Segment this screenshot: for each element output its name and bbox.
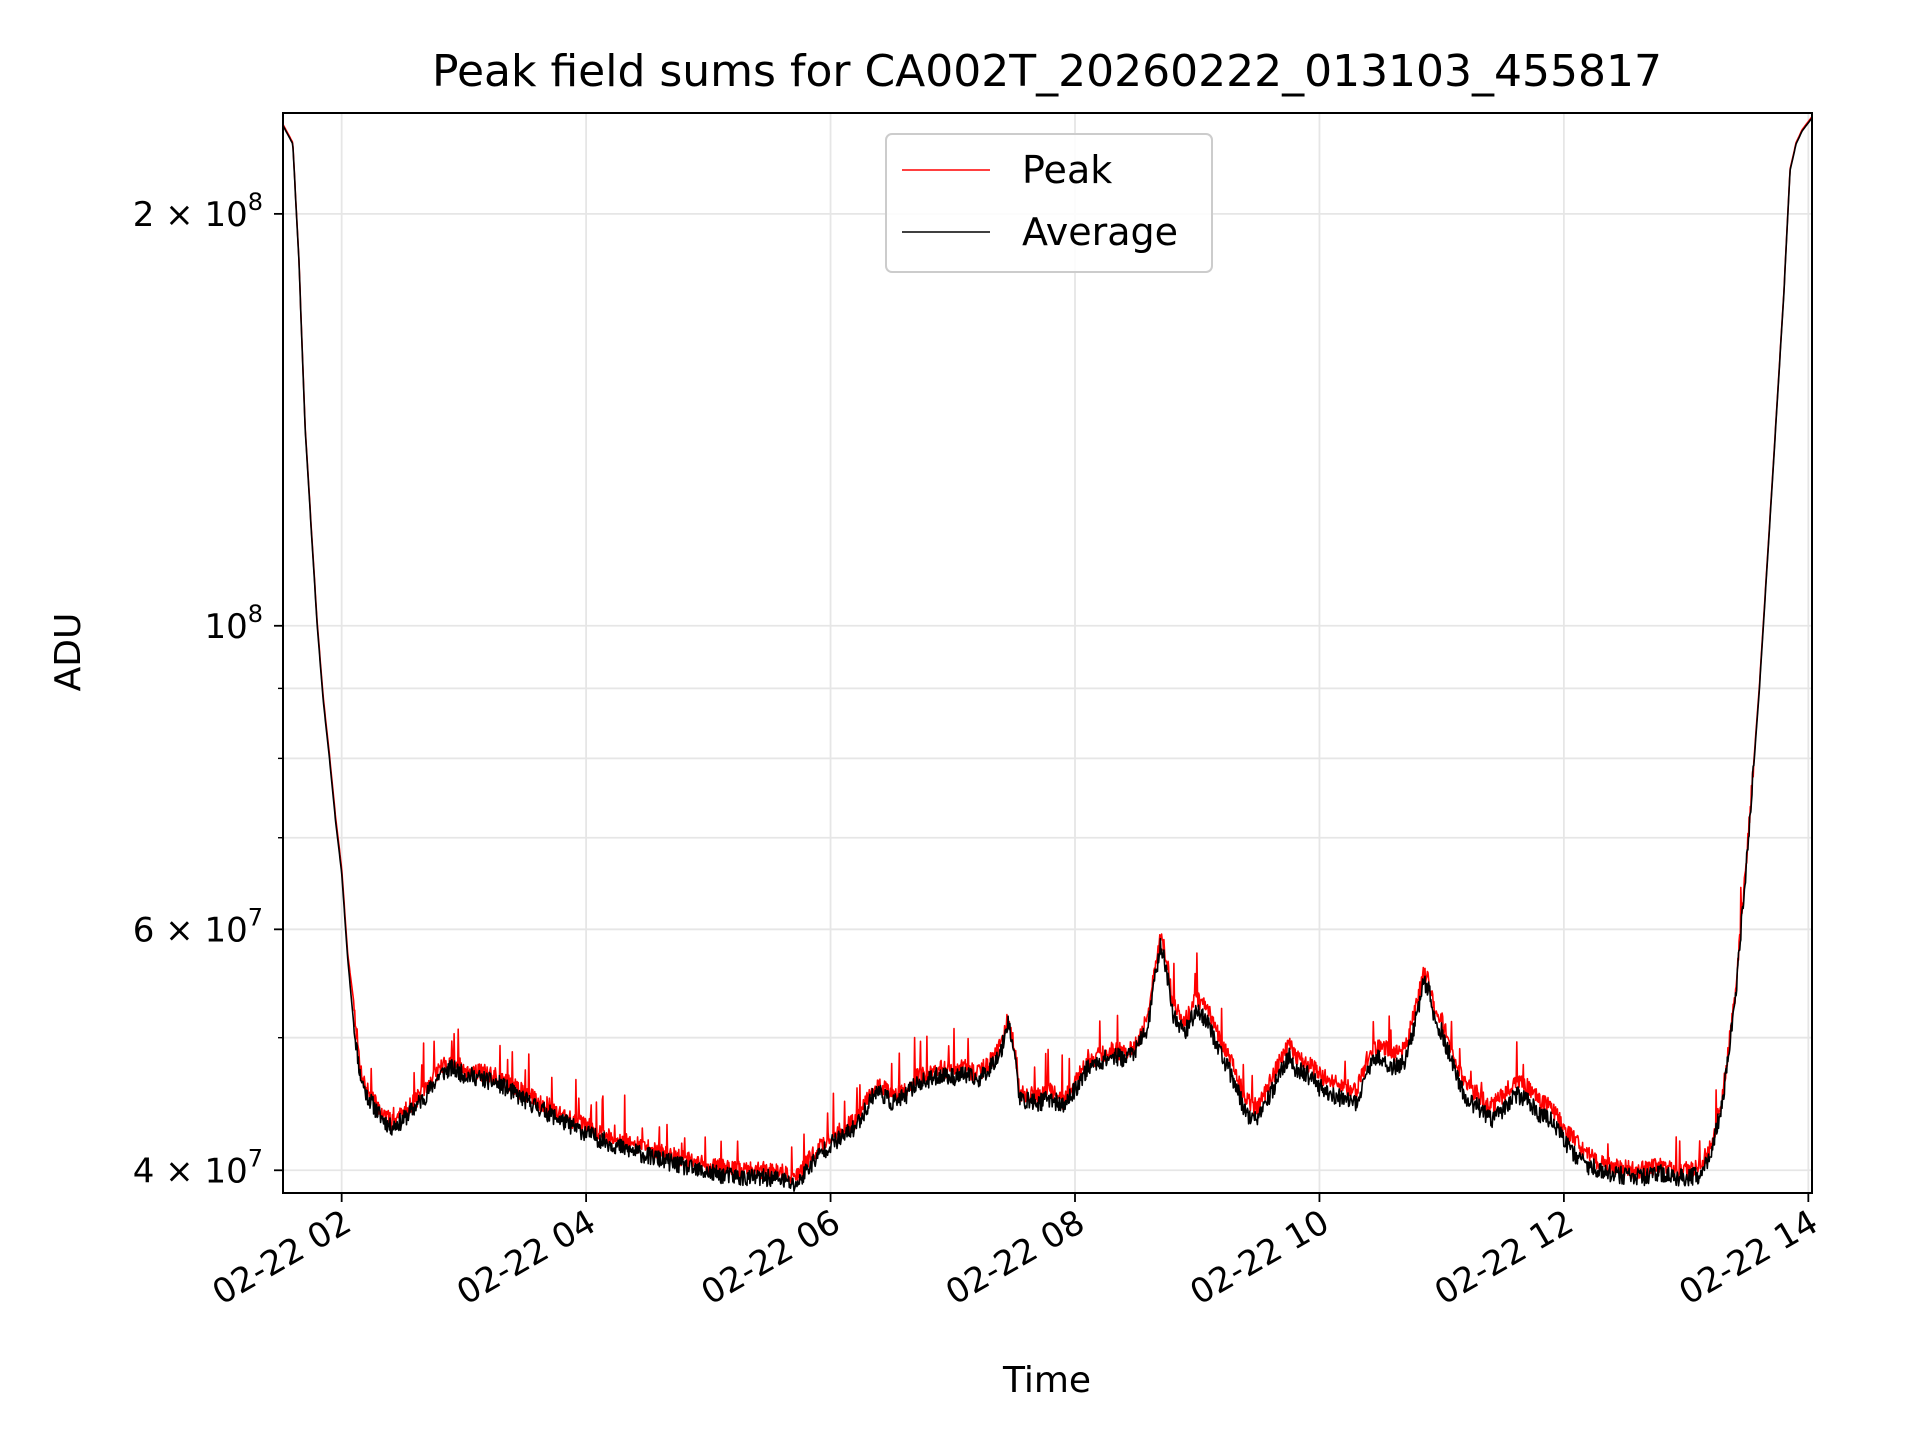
- y-axis-label: ADU: [48, 613, 89, 692]
- plot-series: [282, 116, 1813, 1192]
- y-tick-label: 108: [204, 600, 263, 647]
- legend: Peak Average: [885, 133, 1213, 273]
- x-axis-label: Time: [1002, 1360, 1091, 1401]
- legend-peak-label: Peak: [1022, 148, 1112, 192]
- legend-average-label: Average: [1022, 210, 1178, 254]
- y-tick-label: 6 × 107: [133, 903, 263, 950]
- y-tick-label: 4 × 107: [133, 1144, 263, 1191]
- chart-title: Peak field sums for CA002T_20260222_0131…: [432, 46, 1662, 97]
- axes-frame: [282, 112, 1813, 1194]
- legend-box: [885, 133, 1213, 273]
- y-tick-label: 2 × 108: [133, 188, 263, 235]
- series-average-line: [282, 117, 1813, 1192]
